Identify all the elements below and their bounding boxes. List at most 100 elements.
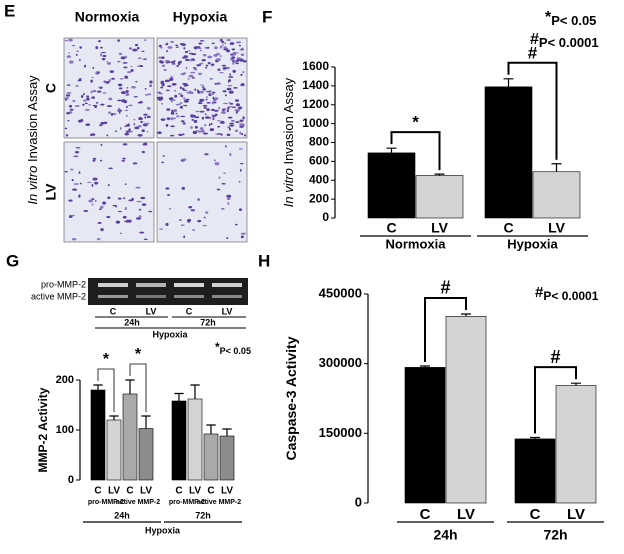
cell xyxy=(211,64,214,67)
cell xyxy=(226,87,232,91)
bar xyxy=(445,315,487,504)
cell xyxy=(228,127,231,131)
cell xyxy=(102,201,107,205)
cell xyxy=(208,117,212,119)
cell xyxy=(239,58,244,62)
cell xyxy=(240,235,244,239)
cell xyxy=(232,69,236,73)
cell xyxy=(190,126,193,129)
y-axis-label: In vitro Invasion Assay xyxy=(25,75,40,205)
cell xyxy=(238,208,243,211)
cell xyxy=(209,128,215,132)
cell xyxy=(72,188,78,191)
cell xyxy=(158,56,162,59)
cell xyxy=(241,132,244,136)
cell xyxy=(175,44,179,46)
panel-letter: F xyxy=(262,7,272,26)
cell xyxy=(92,159,96,162)
cell xyxy=(95,71,98,75)
cell xyxy=(177,93,183,95)
gel-band xyxy=(174,295,204,298)
cell xyxy=(125,55,128,59)
panel-letter: G xyxy=(6,251,19,270)
cell xyxy=(167,85,172,88)
cell xyxy=(117,99,122,102)
cell xyxy=(143,142,148,146)
cell xyxy=(198,47,202,50)
cell xyxy=(240,53,245,56)
cell xyxy=(78,77,82,80)
cell xyxy=(218,176,221,179)
bar xyxy=(484,86,533,219)
cell xyxy=(157,131,162,135)
cell xyxy=(106,134,109,137)
error-bar xyxy=(125,379,135,394)
cell xyxy=(71,238,77,241)
cell xyxy=(108,111,112,115)
cell xyxy=(232,61,235,65)
cell xyxy=(134,126,140,130)
cell xyxy=(158,44,162,48)
cell xyxy=(125,105,128,109)
cell xyxy=(239,125,244,128)
y-tick-label: 1000 xyxy=(302,116,329,130)
cell xyxy=(110,113,114,116)
cell xyxy=(206,102,211,104)
bar xyxy=(219,435,235,481)
cell xyxy=(66,55,72,58)
cell xyxy=(222,68,225,71)
cell xyxy=(182,89,188,91)
cell xyxy=(178,133,184,136)
cell xyxy=(136,200,142,203)
cell xyxy=(204,113,207,116)
cell xyxy=(136,65,140,68)
cell xyxy=(239,163,244,165)
cell xyxy=(211,115,217,117)
cell xyxy=(216,58,221,61)
cell xyxy=(170,117,174,121)
note-symbol: # xyxy=(530,31,539,48)
cell xyxy=(117,39,120,42)
cell xyxy=(91,96,96,99)
cell xyxy=(92,66,95,69)
cell xyxy=(181,158,187,161)
cell xyxy=(221,182,226,185)
cell xyxy=(130,65,133,68)
cell xyxy=(149,80,153,84)
cell xyxy=(161,102,163,105)
cell xyxy=(183,55,189,58)
column-label: Hypoxia xyxy=(173,9,228,25)
cell xyxy=(194,125,199,129)
cell xyxy=(137,133,143,137)
cell xyxy=(149,84,152,87)
cell xyxy=(234,99,240,102)
group-label: Hypoxia xyxy=(145,525,181,535)
cell xyxy=(84,108,90,111)
cell xyxy=(226,194,232,198)
cell xyxy=(127,71,132,74)
cell xyxy=(107,196,111,199)
subgroup-label: pro-MMP-2 xyxy=(169,499,205,506)
panel-letter: H xyxy=(258,251,270,270)
category-label: 72h xyxy=(195,510,211,520)
cell xyxy=(183,99,189,103)
cell xyxy=(122,62,128,64)
cell xyxy=(66,111,71,115)
cell xyxy=(240,232,246,235)
cell xyxy=(174,94,178,98)
cell xyxy=(123,66,128,69)
cell xyxy=(106,61,109,63)
cell xyxy=(185,58,189,62)
subgroup-label: active MMP-2 xyxy=(197,499,241,506)
cell xyxy=(135,81,138,83)
cell xyxy=(114,130,118,132)
cell xyxy=(119,127,122,131)
cell xyxy=(120,56,126,60)
significance-bracket xyxy=(390,131,441,171)
y-tick-label: 100 xyxy=(56,424,74,436)
cell xyxy=(202,88,206,91)
gel xyxy=(88,278,248,305)
cell xyxy=(235,110,238,114)
cell xyxy=(137,101,143,104)
cell xyxy=(239,119,244,123)
